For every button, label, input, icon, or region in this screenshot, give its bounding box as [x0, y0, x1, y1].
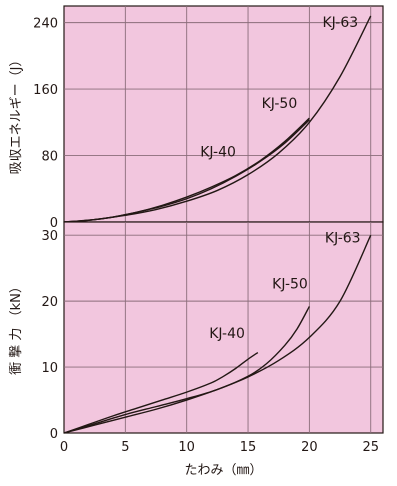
- series-label-kj-40: KJ-40: [200, 145, 236, 161]
- x-tick-label: 10: [178, 440, 195, 455]
- x-tick-label: 5: [121, 440, 129, 455]
- y-tick-label: 160: [33, 83, 58, 98]
- energy-plot-grid: [64, 6, 383, 222]
- y-tick-label: 80: [41, 150, 58, 165]
- series-line-kj-63: [63, 15, 372, 223]
- series-label-kj-63: KJ-63: [322, 15, 358, 31]
- force-plot-series: [63, 234, 372, 434]
- force-y-axis-label: 衝 撃 力 （kN）: [8, 280, 24, 375]
- energy-plot-background: [63, 5, 384, 223]
- force-plot-grid: [64, 222, 383, 433]
- x-tick-label: 25: [362, 440, 379, 455]
- series-label-kj-40: KJ-40: [209, 326, 245, 342]
- series-label-kj-50: KJ-50: [272, 276, 308, 292]
- x-tick-label: 0: [60, 440, 68, 455]
- series-label-kj-63: KJ-63: [325, 230, 361, 246]
- x-axis-label: たわみ（㎜）: [184, 463, 262, 478]
- x-tick-label: 15: [240, 440, 257, 455]
- y-tick-label: 240: [33, 17, 58, 32]
- y-tick-label: 20: [41, 295, 58, 310]
- y-tick-label: 30: [41, 229, 58, 244]
- x-axis-ticks: 0 5 10 15 20 25: [60, 440, 379, 455]
- series-line-kj-40: [63, 351, 259, 434]
- energy-y-axis-label: 吸収エネルギー（J）: [9, 54, 24, 175]
- x-tick-label: 20: [301, 440, 318, 455]
- y-tick-label: 0: [50, 216, 58, 231]
- energy-plot-series-labels: KJ-40 KJ-50 KJ-63: [200, 15, 358, 161]
- energy-plot-y-ticks: 0 80 160 240: [33, 17, 58, 231]
- series-label-kj-50: KJ-50: [262, 96, 298, 112]
- force-plot-background: [63, 221, 384, 434]
- force-plot-series-labels: KJ-40 KJ-50 KJ-63: [209, 230, 360, 341]
- series-line-kj-63: [63, 234, 372, 434]
- force-plot-y-ticks: 0 10 20 30: [41, 229, 58, 442]
- y-tick-label: 10: [41, 361, 58, 376]
- y-tick-label: 0: [50, 427, 58, 442]
- energy-plot-series: [63, 15, 372, 223]
